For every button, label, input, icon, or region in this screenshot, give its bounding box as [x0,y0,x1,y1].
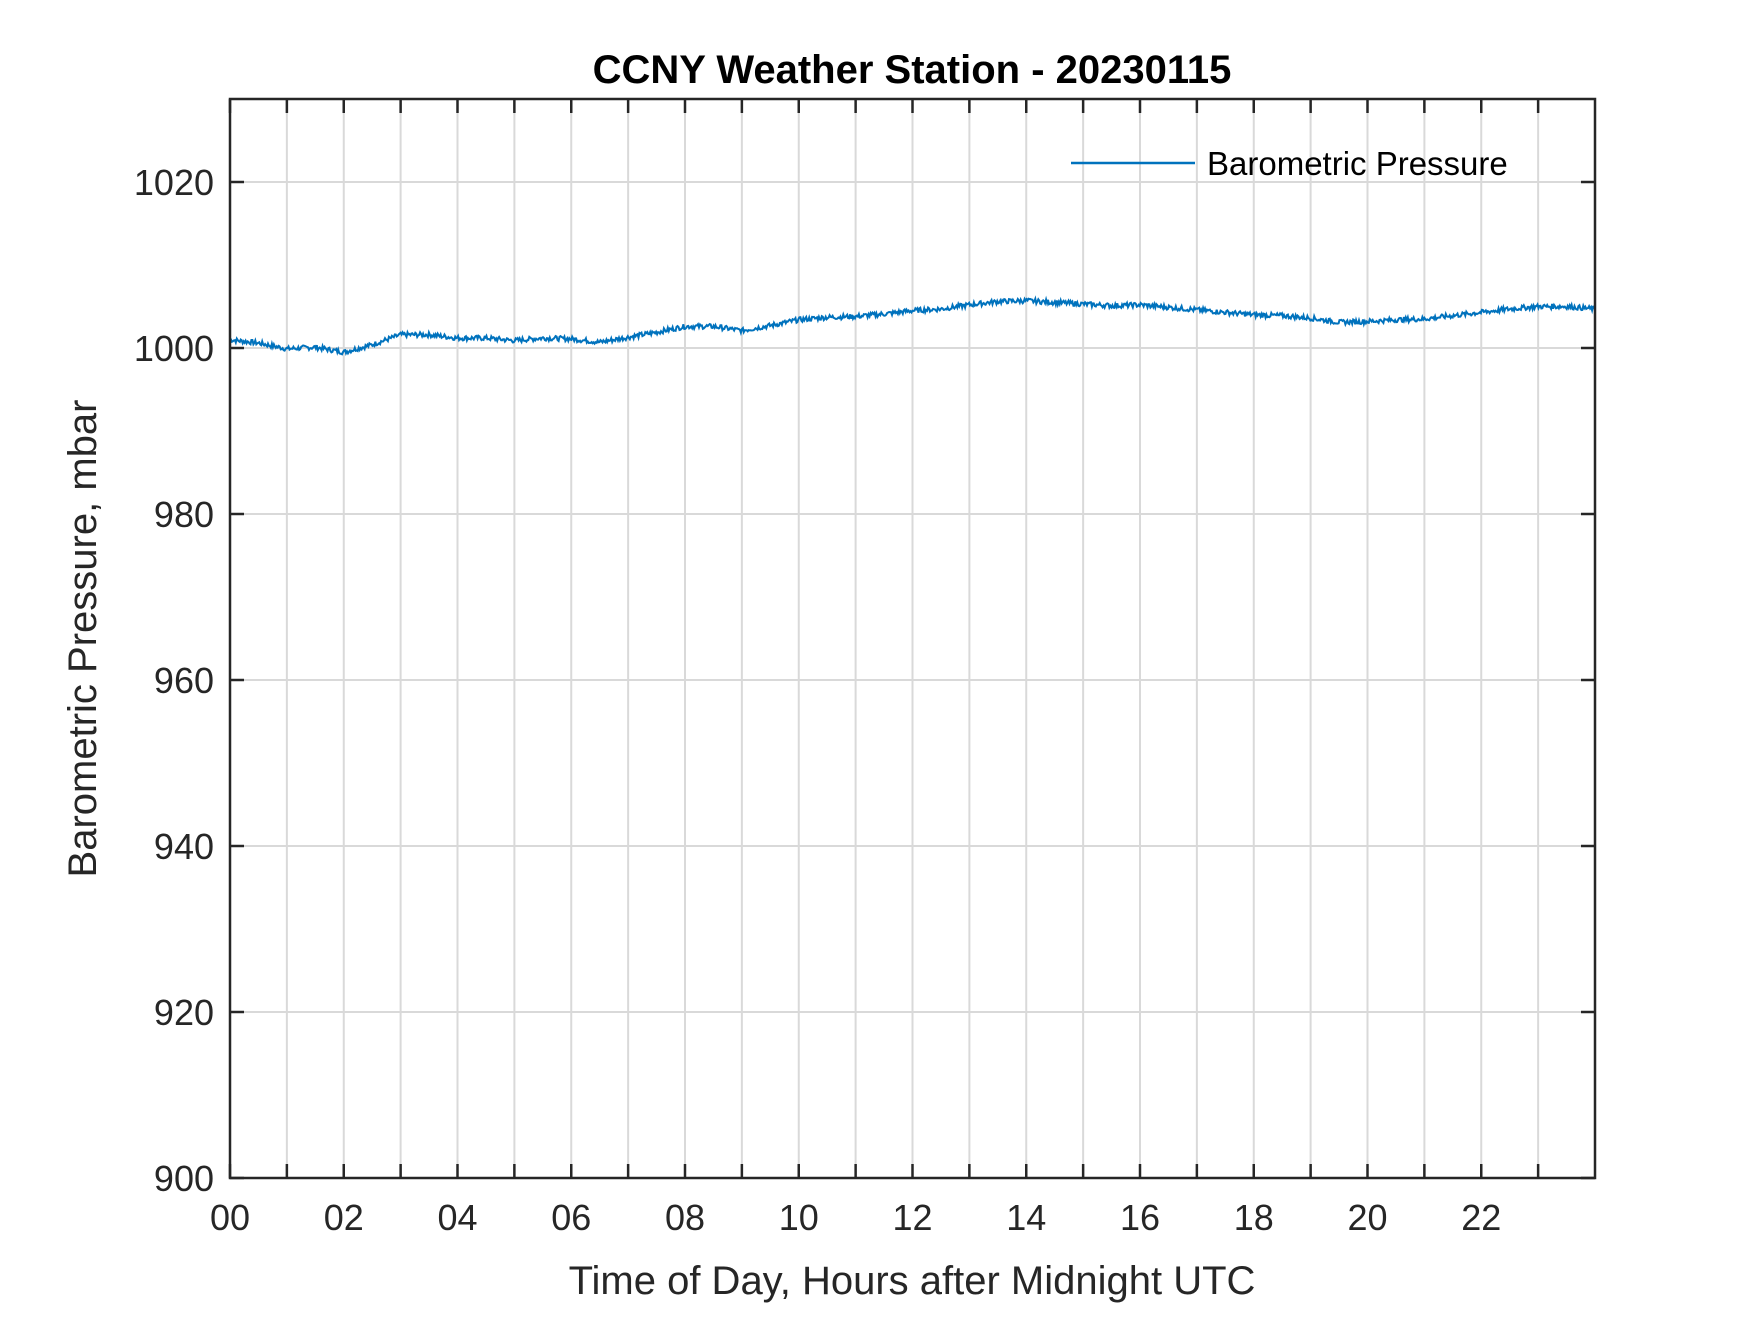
y-tick-label: 940 [154,826,214,867]
y-tick-label: 980 [154,494,214,535]
tick-layer: 00 02 04 06 08 10 12 14 16 18 20 22 900 920 940 960 980 1… [134,99,1595,1238]
y-tick-label: 900 [154,1158,214,1199]
x-tick-label: 10 [779,1197,819,1238]
y-tick-label: 960 [154,660,214,701]
x-tick-label: 12 [892,1197,932,1238]
chart-title: CCNY Weather Station - 20230115 [593,48,1232,92]
x-tick-label: 00 [210,1197,250,1238]
x-tick-label: 22 [1461,1197,1501,1238]
legend-label: Barometric Pressure [1207,145,1508,182]
y-tick-label: 920 [154,992,214,1033]
grid-layer [229,99,1595,1179]
x-tick-label: 08 [665,1197,705,1238]
series-layer [229,295,1596,357]
x-tick-label: 14 [1006,1197,1046,1238]
x-tick-label: 06 [551,1197,591,1238]
legend: Barometric Pressure [1071,145,1508,182]
x-tick-label: 18 [1234,1197,1274,1238]
x-tick-label: 20 [1347,1197,1387,1238]
y-tick-label: 1000 [134,328,214,369]
x-axis-label: Time of Day, Hours after Midnight UTC [569,1259,1256,1303]
x-tick-label: 04 [437,1197,477,1238]
y-axis-label: Barometric Pressure, mbar [61,400,105,878]
series-line-barometric-pressure [229,295,1596,357]
y-tick-label: 1020 [134,162,214,203]
x-tick-label: 02 [324,1197,364,1238]
x-tick-label: 16 [1120,1197,1160,1238]
